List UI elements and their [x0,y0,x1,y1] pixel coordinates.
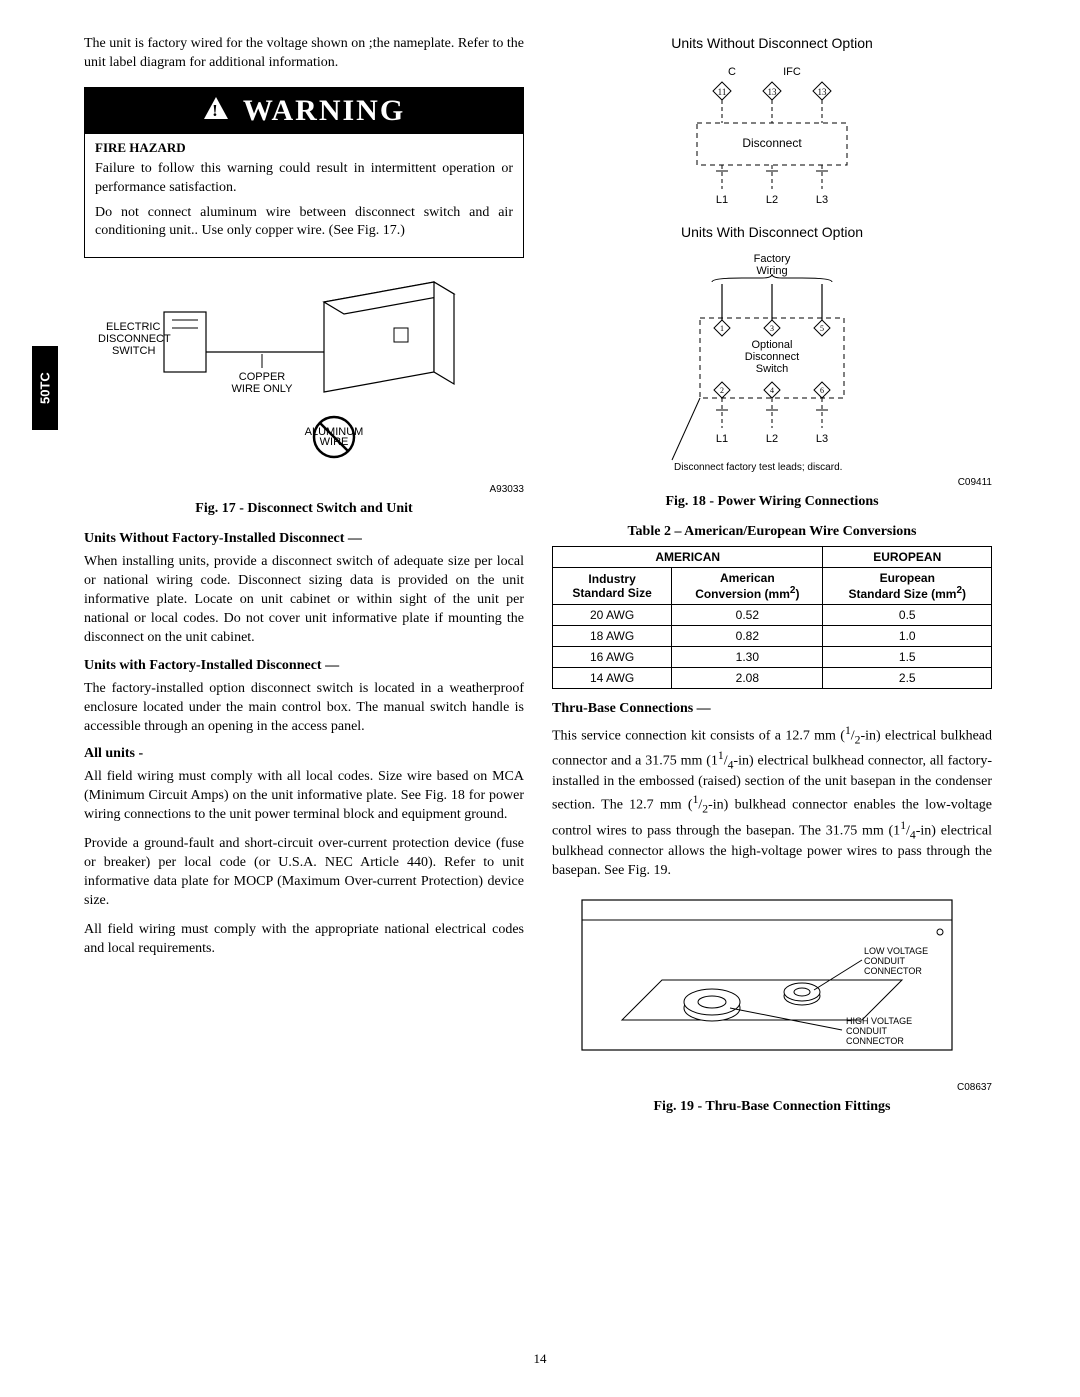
svg-text:Factory: Factory [754,253,791,265]
table2-title: Table 2 – American/European Wire Convers… [552,524,992,540]
wire-conversion-table: AMERICAN EUROPEAN IndustryStandard Size … [552,546,992,689]
svg-text:3: 3 [770,324,774,333]
th-conversion: AmericanConversion (mm2) [672,568,823,605]
svg-text:Optional: Optional [752,339,793,351]
warning-p2: Do not connect aluminum wire between dis… [95,204,513,242]
svg-text:L3: L3 [816,194,828,206]
svg-text:C: C [728,66,736,78]
p-thru-base: This service connection kit consists of … [552,723,992,880]
p-without-disconnect: When installing units, provide a disconn… [84,553,524,647]
svg-text:CONNECTOR: CONNECTOR [846,1036,904,1046]
svg-text:L1: L1 [716,194,728,206]
cell: 1.30 [672,647,823,668]
fig17-diagram: ELECTRIC DISCONNECT SWITCH COPPER WIRE O… [94,272,514,482]
svg-text:IFC: IFC [783,66,801,78]
cell: 1.5 [823,647,992,668]
svg-text:LOW VOLTAGE: LOW VOLTAGE [864,946,928,956]
th-euro-size: EuropeanStandard Size (mm2) [823,568,992,605]
svg-text:HIGH VOLTAGE: HIGH VOLTAGE [846,1016,912,1026]
fig19-caption: Fig. 19 - Thru-Base Connection Fittings [552,1099,992,1115]
fig19-code: C08637 [552,1082,992,1093]
p-all-1: All field wiring must comply with all lo… [84,768,524,825]
p-with-disconnect: The factory-installed option disconnect … [84,680,524,737]
svg-text:L2: L2 [766,194,778,206]
svg-text:SWITCH: SWITCH [112,345,155,357]
svg-text:WIRE ONLY: WIRE ONLY [232,383,294,395]
th-american: AMERICAN [553,547,823,568]
th-european: EUROPEAN [823,547,992,568]
svg-text:Switch: Switch [756,363,788,375]
svg-text:COPPER: COPPER [239,371,286,383]
h-without-disconnect: Units Without Factory-Installed Disconne… [84,531,524,547]
fire-hazard-label: FIRE HAZARD [95,140,513,156]
cell: 20 AWG [553,605,672,626]
page-tab: 50TC [32,346,58,430]
svg-text:WIRE: WIRE [320,436,349,448]
two-column-layout: The unit is factory wired for the voltag… [84,35,995,1129]
warning-body: FIRE HAZARD Failure to follow this warni… [85,134,523,258]
page-number: 14 [0,1351,1080,1367]
cell: 0.5 [823,605,992,626]
warning-triangle-icon: ! [203,94,229,128]
svg-text:L1: L1 [716,433,728,445]
cell: 2.08 [672,668,823,689]
svg-text:6: 6 [820,386,824,395]
cell: 0.82 [672,626,823,647]
fig18-title-with: Units With Disconnect Option [552,224,992,240]
warning-box: ! WARNING FIRE HAZARD Failure to follow … [84,87,524,259]
svg-text:Disconnect factory test leads;: Disconnect factory test leads; discard. [674,462,842,473]
th-industry: IndustryStandard Size [553,568,672,605]
cell: 1.0 [823,626,992,647]
fig19-diagram: LOW VOLTAGE CONDUIT CONNECTOR HIGH VOLTA… [562,890,982,1080]
right-column: Units Without Disconnect Option C IFC 11… [552,35,992,1129]
warning-banner-text: WARNING [243,94,405,128]
fig18-top-diagram: C IFC 11 13 13 Disconnect L1 L2 L3 [642,61,902,216]
svg-text:ELECTRIC: ELECTRIC [106,321,160,333]
cell: 18 AWG [553,626,672,647]
svg-text:2: 2 [720,386,724,395]
svg-text:CONDUIT: CONDUIT [846,1026,887,1036]
svg-text:DISCONNECT: DISCONNECT [98,333,171,345]
intro-paragraph: The unit is factory wired for the voltag… [84,35,524,73]
svg-text:CONNECTOR: CONNECTOR [864,966,922,976]
left-column: The unit is factory wired for the voltag… [84,35,524,1129]
p-all-3: All field wiring must comply with the ap… [84,921,524,959]
fig18-title-without: Units Without Disconnect Option [552,35,992,51]
svg-text:L2: L2 [766,433,778,445]
cell: 2.5 [823,668,992,689]
svg-text:Disconnect: Disconnect [745,351,799,363]
h-thru-base: Thru-Base Connections — [552,701,992,717]
h-with-disconnect: Units with Factory-Installed Disconnect … [84,658,524,674]
svg-text:4: 4 [770,386,774,395]
svg-text:5: 5 [820,324,824,333]
h-all-units: All units - [84,746,524,762]
svg-text:CONDUIT: CONDUIT [864,956,905,966]
warning-header: ! WARNING [85,88,523,134]
fig18-caption: Fig. 18 - Power Wiring Connections [552,494,992,510]
warning-p1: Failure to follow this warning could res… [95,160,513,198]
fig18-code: C09411 [552,477,992,488]
svg-text:!: ! [212,101,220,120]
p-all-2: Provide a ground-fault and short-circuit… [84,835,524,911]
svg-text:1: 1 [720,324,724,333]
svg-text:L3: L3 [816,433,828,445]
svg-text:Disconnect: Disconnect [742,136,802,150]
svg-text:11: 11 [718,87,727,97]
fig17-caption: Fig. 17 - Disconnect Switch and Unit [84,501,524,517]
fig17-code: A93033 [84,484,524,495]
svg-text:13: 13 [818,87,828,97]
svg-text:13: 13 [768,87,778,97]
fig18-bottom-diagram: Factory Wiring 1 3 5 Optional Disconnect… [612,250,932,475]
cell: 0.52 [672,605,823,626]
cell: 16 AWG [553,647,672,668]
cell: 14 AWG [553,668,672,689]
